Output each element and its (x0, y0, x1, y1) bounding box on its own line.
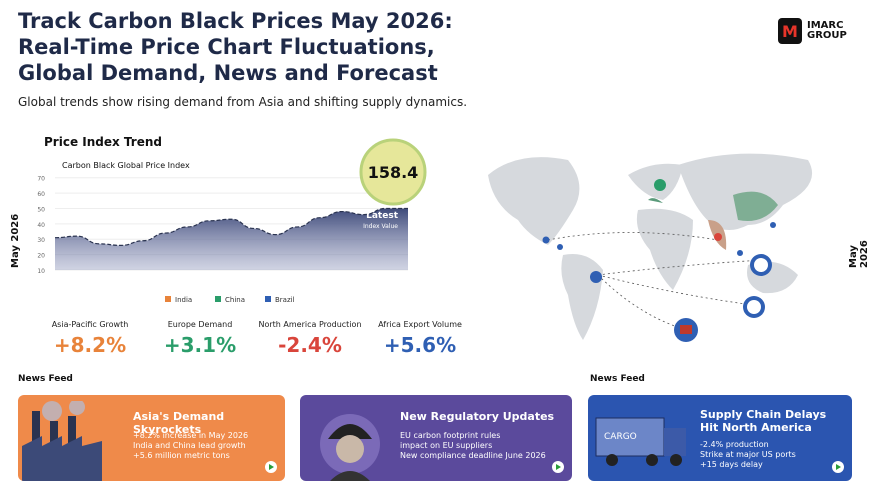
y-tick-label: 40 (37, 222, 45, 229)
logo-text: IMARC GROUP (807, 20, 847, 41)
news-title: Asia's Demand Skyrockets (133, 410, 225, 436)
callout-sublabel: Index Value (363, 223, 398, 230)
news-line: New compliance deadline June 2026 (400, 451, 546, 460)
page-title: Track Carbon Black Prices May 2026: Real… (18, 9, 453, 85)
legend-label: Brazil (275, 296, 295, 304)
callout-label: Latest (366, 211, 399, 221)
page-subtitle: Global trends show rising demand from As… (18, 95, 468, 109)
news-line: impact on EU suppliers (400, 441, 493, 450)
news-line: +5.6 million metric tons (133, 451, 230, 460)
news-line: Strike at major US ports (700, 450, 796, 459)
stat-label: North America Production (258, 320, 362, 329)
legend-swatch (165, 296, 171, 302)
news-card[interactable]: CARGO Supply Chain Delays Hit North Amer… (588, 395, 852, 481)
play-button[interactable] (265, 461, 277, 473)
news-card[interactable]: New Regulatory Updates EU carbon footpri… (300, 395, 572, 481)
play-button[interactable] (832, 461, 844, 473)
area-fill (55, 208, 408, 270)
stat: Asia-Pacific Growth +8.2% (25, 320, 155, 357)
news-body: EU carbon footprint rules impact on EU su… (400, 431, 546, 461)
cargo-label: CARGO (604, 432, 637, 442)
y-tick-label: 30 (37, 237, 45, 244)
news-feed-label: News Feed (590, 374, 645, 384)
stat-value: +3.1% (163, 333, 237, 357)
news-card[interactable]: Asia's Demand Skyrockets +8.2% increase … (18, 395, 285, 481)
y-tick-label: 60 (37, 191, 45, 198)
news-line: India and China lead growth (133, 441, 246, 450)
stat: North America Production -2.4% (245, 320, 375, 357)
y-tick-label: 50 (37, 206, 45, 213)
logo-icon: M (778, 18, 802, 44)
news-line: +15 days delay (700, 460, 763, 469)
play-button[interactable] (552, 461, 564, 473)
news-line: +8.2% increase in May 2026 (133, 431, 249, 440)
legend-label: China (225, 296, 245, 304)
news-line: EU carbon footprint rules (400, 431, 501, 440)
legend-swatch (265, 296, 271, 302)
world-map (488, 153, 813, 342)
stat-value: +8.2% (53, 333, 127, 357)
legend-swatch (215, 296, 221, 302)
factory-illustration (22, 401, 102, 481)
stat-label: Europe Demand (167, 320, 233, 329)
y-tick-label: 10 (37, 268, 45, 275)
stat: Europe Demand +3.1% (135, 320, 265, 357)
callout-circle (359, 138, 427, 206)
chart-title: Price Index Trend (44, 135, 162, 149)
legend-label: India (175, 296, 192, 304)
stat: Africa Export Volume +5.6% (355, 320, 485, 357)
news-title: New Regulatory Updates (400, 410, 555, 423)
logo: M IMARC GROUP (778, 18, 853, 44)
news-title: Supply Chain Delays Hit North America (700, 408, 827, 434)
chart-subtitle: Carbon Black Global Price Index (62, 161, 190, 170)
area-line (54, 207, 408, 246)
y-tick-label: 20 (37, 253, 45, 260)
news-body: +8.2% increase in May 2026 India and Chin… (133, 431, 248, 461)
stat-value: +5.6% (383, 333, 457, 357)
chart: Price Index Trend Carbon Black Global Pr… (37, 135, 427, 304)
continents (488, 153, 813, 340)
stat-label: Asia-Pacific Growth (51, 320, 129, 329)
side-label: May 2026 (848, 240, 870, 268)
stat-value: -2.4% (278, 333, 342, 357)
callout-value: 158.4 (368, 163, 419, 182)
news-feed-label: News Feed (18, 374, 73, 384)
truck-illustration: CARGO (595, 417, 686, 466)
worker-illustration (320, 414, 380, 481)
stat-label: Africa Export Volume (378, 320, 462, 329)
y-tick-label: 70 (37, 176, 45, 183)
news-line: -2.4% production (700, 440, 769, 449)
news-body: -2.4% production Strike at major US ports… (700, 440, 796, 470)
map-pins (542, 179, 776, 342)
